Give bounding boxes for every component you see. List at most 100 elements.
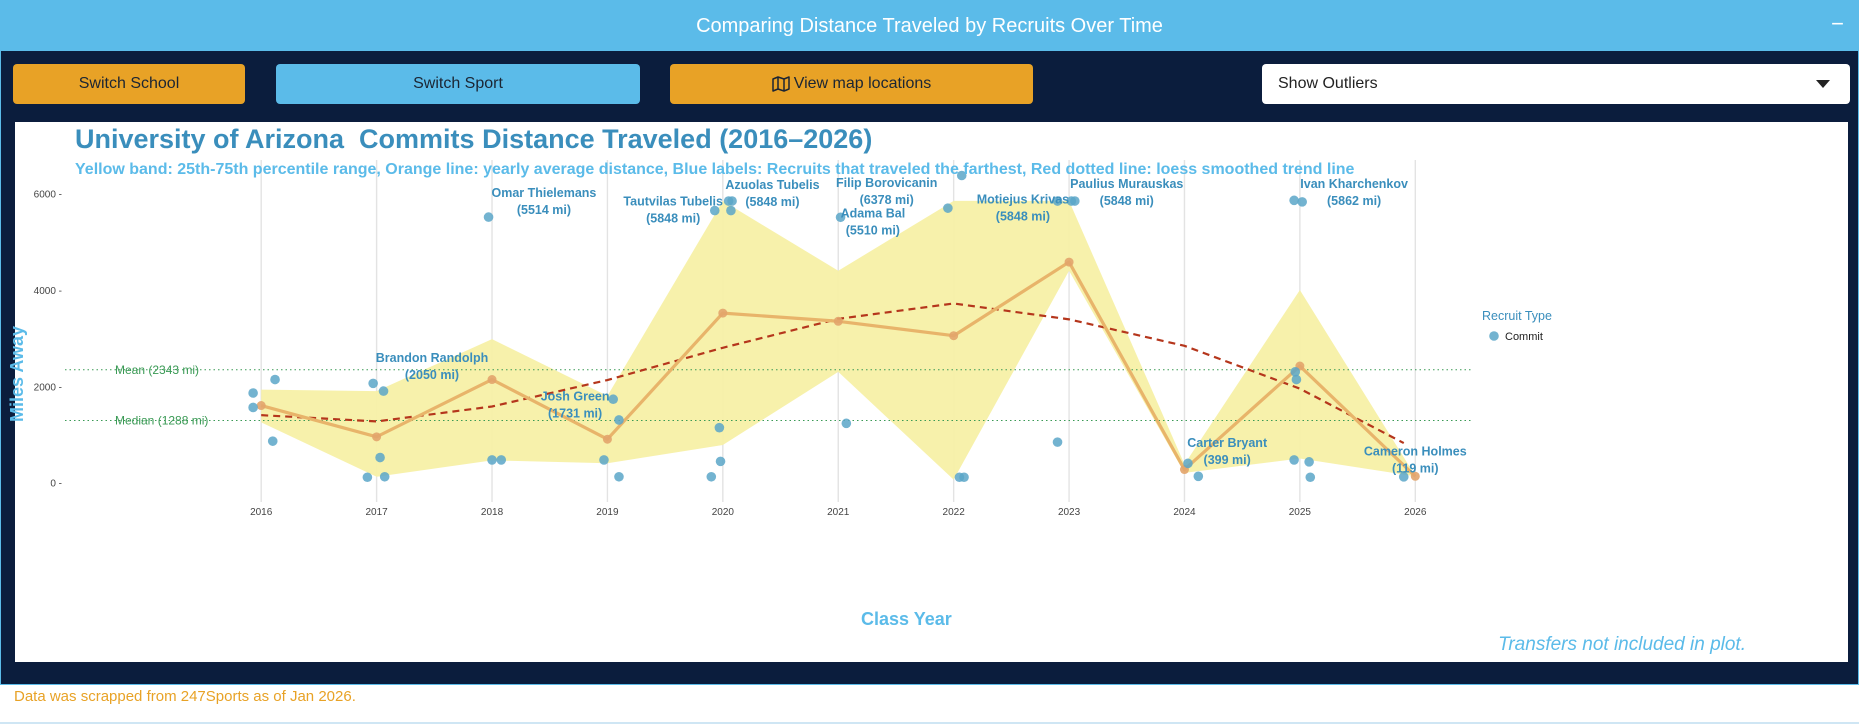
recruit-point bbox=[1291, 374, 1302, 385]
recruit-label: Omar Thielemans (5514 mi) bbox=[491, 186, 596, 217]
legend-commit-marker bbox=[1489, 331, 1499, 341]
switch-sport-button[interactable]: Switch Sport bbox=[276, 64, 640, 104]
average-point bbox=[718, 308, 728, 318]
x-tick-label: 2020 bbox=[712, 507, 735, 518]
average-point bbox=[256, 401, 266, 411]
recruit-point bbox=[835, 212, 846, 223]
recruit-point bbox=[599, 455, 609, 465]
x-tick-label: 2023 bbox=[1058, 507, 1081, 518]
chart-panel: Comparing Distance Traveled by Recruits … bbox=[0, 0, 1859, 685]
plot-area: Mean (2343 mi) Median (1288 mi) 0 - 2000 - 4… bbox=[7, 122, 1848, 662]
view-map-button[interactable]: View map locations bbox=[670, 64, 1033, 104]
x-tick-label: 2024 bbox=[1173, 507, 1196, 518]
recruit-point bbox=[267, 436, 278, 446]
plot-subtitle: Yellow band: 25th-75th percentile range,… bbox=[75, 161, 1355, 178]
recruit-point bbox=[1297, 197, 1307, 207]
recruit-point bbox=[1289, 455, 1299, 465]
x-tick-label: 2026 bbox=[1404, 507, 1427, 518]
recruit-point bbox=[727, 196, 737, 206]
map-icon bbox=[771, 76, 790, 92]
y-tick-label: 6000 - bbox=[34, 190, 62, 201]
average-point bbox=[949, 331, 959, 341]
recruit-point bbox=[709, 205, 720, 216]
recruit-point bbox=[726, 205, 736, 216]
recruit-label: Josh Green (1731 mi) bbox=[541, 390, 610, 421]
y-tick-label: 2000 - bbox=[34, 382, 62, 393]
recruit-point bbox=[943, 203, 953, 213]
recruit-label: Cameron Holmes (119 mi) bbox=[1364, 445, 1467, 476]
average-point bbox=[602, 434, 612, 444]
average-point bbox=[1410, 471, 1420, 481]
recruit-point bbox=[248, 402, 258, 413]
recruit-point bbox=[379, 471, 390, 482]
recruit-point bbox=[715, 456, 726, 467]
mean-label: Mean (2343 mi) bbox=[115, 363, 199, 377]
x-axis-title: Class Year bbox=[861, 609, 952, 629]
recruit-point bbox=[248, 388, 258, 398]
x-tick-label: 2017 bbox=[365, 507, 388, 518]
recruit-point bbox=[375, 452, 385, 463]
outliers-select[interactable]: Show Outliers bbox=[1262, 64, 1850, 104]
recruit-point bbox=[1183, 458, 1193, 469]
average-point bbox=[372, 432, 382, 442]
switch-sport-label: Switch Sport bbox=[413, 75, 503, 92]
recruit-point bbox=[368, 378, 378, 389]
transfers-footnote: Transfers not included in plot. bbox=[1498, 634, 1746, 655]
recruit-label: Azuolas Tubelis (5848 mi) bbox=[725, 178, 819, 209]
collapse-icon[interactable]: − bbox=[1831, 11, 1844, 36]
recruit-point bbox=[378, 386, 389, 396]
recruit-label: Motiejus Krivas (5848 mi) bbox=[977, 192, 1069, 223]
recruit-point bbox=[1398, 472, 1409, 482]
source-note: Data was scrapped from 247Sports as of J… bbox=[14, 688, 356, 705]
recruit-label: Tautvilas Tubelis (5848 mi) bbox=[623, 194, 723, 225]
distance-chart: Mean (2343 mi) Median (1288 mi) 0 - 2000 - 4… bbox=[34, 160, 1552, 518]
x-tick-label: 2016 bbox=[250, 507, 273, 518]
recruit-point bbox=[1052, 196, 1063, 206]
recruit-label: Paulius Murauskas (5848 mi) bbox=[1070, 177, 1183, 208]
switch-school-label: Switch School bbox=[78, 75, 180, 92]
panel-title: Comparing Distance Traveled by Recruits … bbox=[696, 15, 1163, 37]
recruit-point bbox=[270, 374, 280, 385]
recruit-label: Filip Borovicanin (6378 mi) bbox=[836, 176, 937, 207]
recruit-label: Brandon Randolph (2050 mi) bbox=[376, 351, 489, 382]
y-tick-label: 0 - bbox=[50, 479, 62, 490]
recruit-label: Ivan Kharchenkov (5862 mi) bbox=[1300, 177, 1408, 208]
legend-commit-label: Commit bbox=[1505, 331, 1543, 343]
recruit-label: Adama Bal (5510 mi) bbox=[841, 206, 906, 237]
recruit-point bbox=[608, 394, 618, 405]
recruit-point bbox=[1290, 367, 1301, 377]
recruit-point bbox=[1304, 457, 1314, 467]
average-point bbox=[487, 375, 497, 385]
recruit-point bbox=[487, 455, 497, 465]
recruit-point bbox=[1289, 195, 1299, 206]
recruit-label: Carter Bryant (399 mi) bbox=[1187, 436, 1268, 467]
recruit-point bbox=[614, 415, 624, 425]
x-tick-label: 2021 bbox=[827, 507, 850, 518]
recruit-point bbox=[1193, 471, 1204, 482]
recruit-point bbox=[483, 212, 494, 222]
recruit-point bbox=[1070, 196, 1080, 206]
legend-title: Recruit Type bbox=[1482, 309, 1552, 323]
median-label: Median (1288 mi) bbox=[115, 414, 208, 428]
y-axis-title: Miles Away bbox=[7, 325, 27, 422]
recruit-point bbox=[714, 422, 725, 433]
plot-title: University of Arizona Commits Distance T… bbox=[75, 124, 873, 154]
recruit-point bbox=[959, 472, 969, 483]
recruit-point bbox=[841, 418, 852, 429]
chevron-down-icon bbox=[1816, 80, 1830, 88]
recruit-point bbox=[614, 471, 624, 482]
bottom-divider bbox=[0, 722, 1859, 724]
recruit-point bbox=[1305, 472, 1316, 483]
outliers-select-value: Show Outliers bbox=[1278, 75, 1378, 92]
x-tick-label: 2019 bbox=[596, 507, 619, 518]
recruit-point bbox=[706, 471, 717, 482]
recruit-point bbox=[362, 472, 373, 483]
view-map-label: View map locations bbox=[793, 75, 932, 92]
recruit-point bbox=[956, 170, 967, 181]
x-tick-label: 2022 bbox=[943, 507, 966, 518]
recruit-point bbox=[1052, 437, 1063, 447]
average-point bbox=[833, 316, 843, 326]
recruit-point bbox=[496, 455, 507, 465]
switch-school-button[interactable]: Switch School bbox=[13, 64, 245, 104]
y-tick-label: 4000 - bbox=[34, 286, 62, 297]
